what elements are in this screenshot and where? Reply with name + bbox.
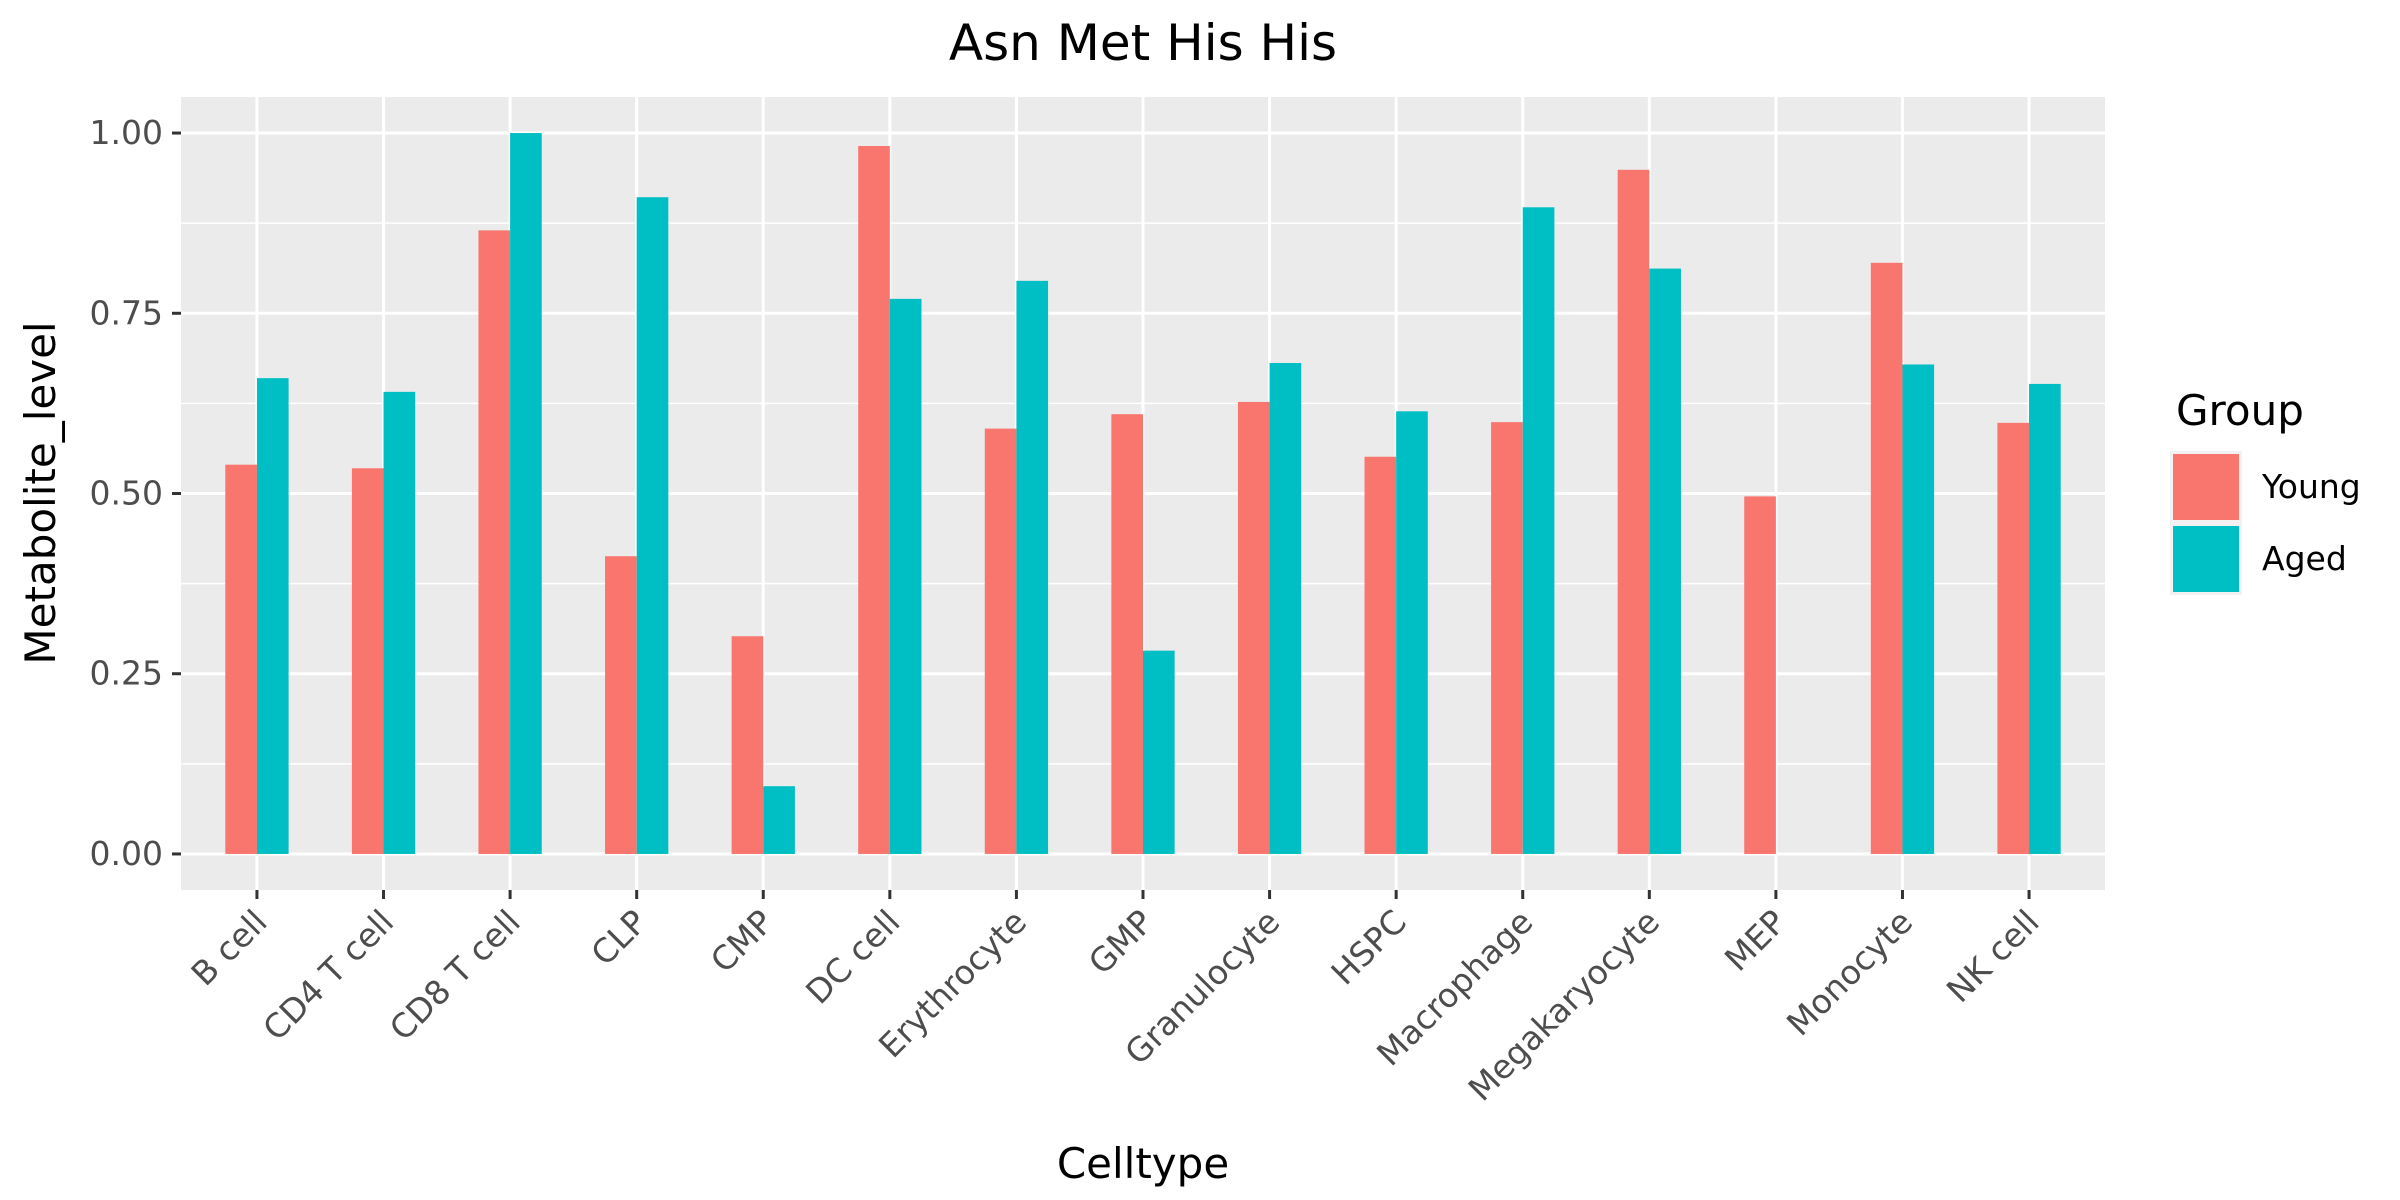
legend: Group Young Aged: [2170, 386, 2361, 595]
x-tick-label: CMP: [703, 902, 781, 980]
bar-young: [478, 230, 511, 854]
y-tick-label: 0.00: [90, 834, 163, 873]
bar-young: [984, 428, 1017, 854]
legend-key-young: [2173, 454, 2239, 520]
x-tick-label: B cell: [183, 902, 274, 993]
bar-young: [1617, 169, 1650, 854]
bars: [225, 133, 2061, 854]
bar-young: [1237, 401, 1270, 854]
bar-aged: [1902, 364, 1935, 854]
bar-aged: [1522, 207, 1555, 854]
x-axis-title: Celltype: [1057, 1139, 1229, 1188]
legend-label-aged: Aged: [2262, 539, 2347, 578]
y-tick-label: 0.50: [90, 474, 163, 513]
bar-young: [351, 468, 384, 854]
bar-aged: [2029, 383, 2061, 854]
legend-title: Group: [2176, 386, 2304, 435]
chart-title: Asn Met His His: [949, 14, 1337, 72]
y-axis-title: Metabolite_level: [16, 321, 65, 664]
bar-aged: [763, 786, 795, 854]
legend-key-aged: [2173, 526, 2239, 592]
y-tick-label: 0.75: [90, 293, 163, 332]
y-axis: 0.00 0.25 0.50 0.75 1.00: [90, 113, 181, 873]
bar-aged: [1269, 363, 1302, 854]
x-tick-label: CD4 T cell: [255, 902, 401, 1048]
bar-aged: [889, 298, 922, 854]
y-tick-label: 0.25: [90, 654, 163, 693]
bar-aged: [1649, 268, 1681, 854]
y-tick-label: 1.00: [90, 113, 163, 152]
bar-young: [225, 464, 257, 854]
bar-aged: [1396, 411, 1428, 854]
bar-young: [605, 556, 637, 854]
x-tick-label: CD8 T cell: [382, 902, 528, 1048]
x-tick-label: NK cell: [1939, 902, 2047, 1010]
bar-aged: [256, 378, 289, 854]
bar-young: [1111, 414, 1143, 854]
bar-young: [1491, 422, 1523, 854]
x-tick-label: Monocyte: [1779, 902, 1920, 1043]
bar-aged: [383, 391, 416, 854]
bar-young: [731, 636, 764, 854]
x-tick-label: CLP: [583, 902, 654, 973]
bar-aged: [1143, 650, 1175, 854]
bar-aged: [1016, 280, 1049, 854]
x-tick-label: HSPC: [1324, 902, 1414, 992]
legend-label-young: Young: [2261, 467, 2361, 506]
bar-aged: [510, 133, 542, 854]
bar-young: [1870, 262, 1903, 854]
x-tick-label: GMP: [1081, 902, 1161, 982]
bar-young: [858, 146, 890, 854]
bar-young: [1744, 496, 1776, 854]
x-tick-label: MEP: [1717, 902, 1794, 979]
bar-young: [1997, 422, 2030, 854]
bar-aged: [636, 197, 669, 854]
bar-young: [1364, 456, 1397, 854]
x-tick-label: DC cell: [798, 902, 907, 1011]
